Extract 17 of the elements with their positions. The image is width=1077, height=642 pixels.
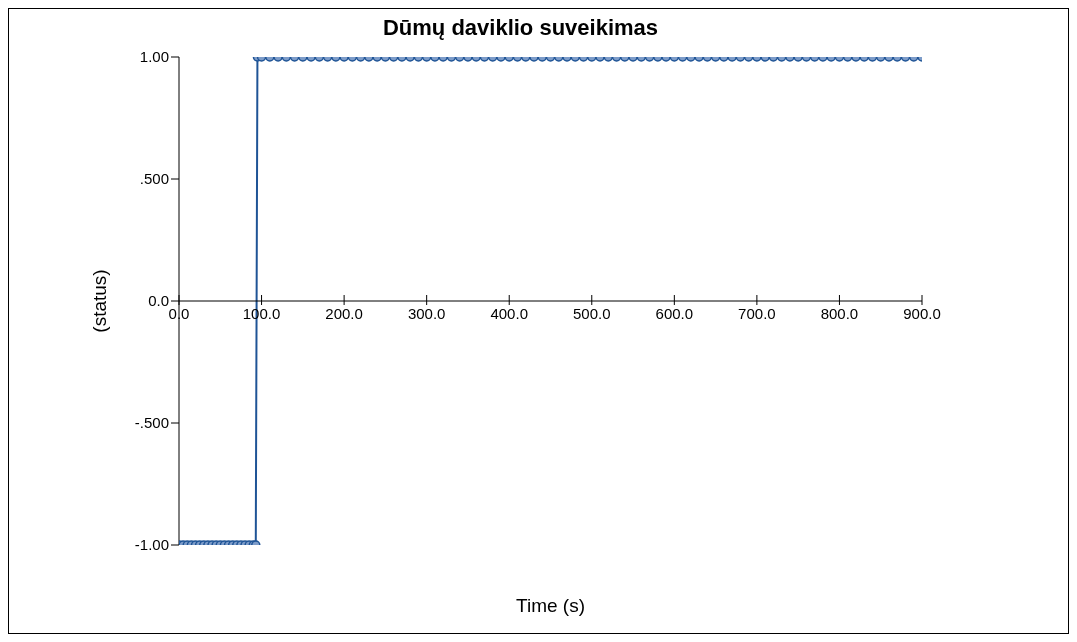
x-tick-label: 200.0 <box>325 305 363 322</box>
x-axis-title: Time (s) <box>516 595 585 617</box>
x-tick-label: 800.0 <box>820 305 859 322</box>
y-tick-label: 1.00 <box>139 48 169 66</box>
x-tick-label: 700.0 <box>738 305 776 322</box>
chart-title: Dūmų daviklio suveikimas <box>381 15 660 41</box>
x-tick-label: 400.0 <box>490 305 528 322</box>
x-tick-label: 300.0 <box>407 305 446 322</box>
y-tick-label: -.500 <box>134 414 169 432</box>
y-axis-title: (status) <box>88 269 110 333</box>
y-tick-label: -1.00 <box>134 536 169 554</box>
y-tick-label: .500 <box>139 170 169 188</box>
x-tick-label: 0.0 <box>168 305 190 322</box>
x-tick-label: 500.0 <box>573 305 611 322</box>
x-tick-label: 900.0 <box>903 305 941 322</box>
y-tick-label: 0.0 <box>148 292 169 310</box>
x-tick-label: 600.0 <box>655 305 694 322</box>
